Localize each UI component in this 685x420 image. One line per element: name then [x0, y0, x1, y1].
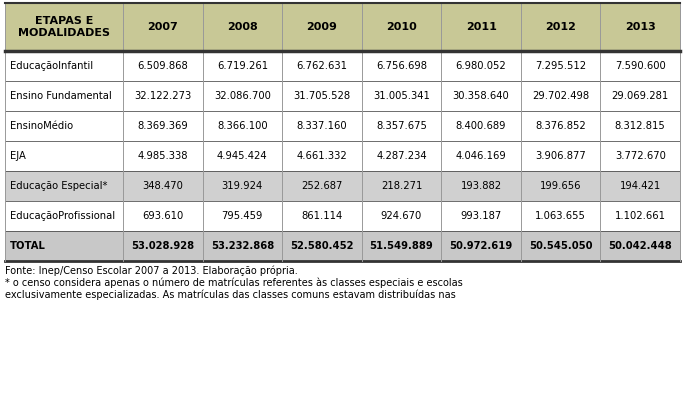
Text: 8.337.160: 8.337.160 — [297, 121, 347, 131]
Bar — [5, 201, 680, 231]
Text: Educação Especial*: Educação Especial* — [10, 181, 108, 191]
Text: 29.069.281: 29.069.281 — [612, 91, 669, 101]
Text: EducaçãoInfantil: EducaçãoInfantil — [10, 61, 93, 71]
Text: 348.470: 348.470 — [142, 181, 183, 191]
Text: 2009: 2009 — [306, 22, 338, 32]
Text: 6.719.261: 6.719.261 — [216, 61, 268, 71]
Text: 252.687: 252.687 — [301, 181, 342, 191]
Text: 7.590.600: 7.590.600 — [615, 61, 666, 71]
Text: 795.459: 795.459 — [222, 211, 263, 221]
Text: 53.232.868: 53.232.868 — [211, 241, 274, 251]
Text: 8.369.369: 8.369.369 — [138, 121, 188, 131]
Text: 924.670: 924.670 — [381, 211, 422, 221]
Text: 319.924: 319.924 — [222, 181, 263, 191]
Text: 4.287.234: 4.287.234 — [376, 151, 427, 161]
Bar — [5, 231, 680, 261]
Text: 693.610: 693.610 — [142, 211, 184, 221]
Text: 6.509.868: 6.509.868 — [138, 61, 188, 71]
Bar — [5, 51, 680, 81]
Text: 2008: 2008 — [227, 22, 258, 32]
Text: 193.882: 193.882 — [460, 181, 501, 191]
Text: 31.705.528: 31.705.528 — [293, 91, 351, 101]
Text: 8.357.675: 8.357.675 — [376, 121, 427, 131]
Text: 31.005.341: 31.005.341 — [373, 91, 430, 101]
Text: 30.358.640: 30.358.640 — [453, 91, 510, 101]
Text: 50.972.619: 50.972.619 — [449, 241, 512, 251]
Text: 8.400.689: 8.400.689 — [456, 121, 506, 131]
Text: 194.421: 194.421 — [620, 181, 661, 191]
Text: 4.945.424: 4.945.424 — [217, 151, 268, 161]
Text: 29.702.498: 29.702.498 — [532, 91, 589, 101]
Bar — [5, 171, 680, 201]
Text: 4.985.338: 4.985.338 — [138, 151, 188, 161]
Text: 2010: 2010 — [386, 22, 417, 32]
Text: 2012: 2012 — [545, 22, 576, 32]
Text: * o censo considera apenas o número de matrículas referentes às classes especiai: * o censo considera apenas o número de m… — [5, 277, 463, 288]
Text: 50.545.050: 50.545.050 — [529, 241, 593, 251]
Text: 1.063.655: 1.063.655 — [535, 211, 586, 221]
Bar — [5, 141, 680, 171]
Text: 6.980.052: 6.980.052 — [456, 61, 506, 71]
Text: 6.762.631: 6.762.631 — [297, 61, 347, 71]
Text: 3.906.877: 3.906.877 — [535, 151, 586, 161]
Text: 51.549.889: 51.549.889 — [370, 241, 434, 251]
Text: 1.102.661: 1.102.661 — [614, 211, 666, 221]
Text: 53.028.928: 53.028.928 — [132, 241, 195, 251]
Text: 2013: 2013 — [625, 22, 656, 32]
Text: EducaçãoProfissional: EducaçãoProfissional — [10, 211, 115, 221]
Text: Ensino Fundamental: Ensino Fundamental — [10, 91, 112, 101]
Text: 993.187: 993.187 — [460, 211, 501, 221]
Text: Fonte: Inep/Censo Escolar 2007 a 2013. Elaboração própria.: Fonte: Inep/Censo Escolar 2007 a 2013. E… — [5, 265, 298, 276]
Text: 8.312.815: 8.312.815 — [615, 121, 666, 131]
Bar — [5, 3, 680, 51]
Text: 8.376.852: 8.376.852 — [535, 121, 586, 131]
Text: 861.114: 861.114 — [301, 211, 342, 221]
Text: 52.580.452: 52.580.452 — [290, 241, 353, 251]
Text: 8.366.100: 8.366.100 — [217, 121, 268, 131]
Bar — [5, 111, 680, 141]
Text: 2011: 2011 — [466, 22, 497, 32]
Text: ETAPAS E
MODALIDADES: ETAPAS E MODALIDADES — [18, 16, 110, 38]
Text: TOTAL: TOTAL — [10, 241, 46, 251]
Bar — [5, 81, 680, 111]
Text: 50.042.448: 50.042.448 — [608, 241, 672, 251]
Text: exclusivamente especializadas. As matrículas das classes comuns estavam distribu: exclusivamente especializadas. As matríc… — [5, 289, 456, 299]
Text: 4.046.169: 4.046.169 — [456, 151, 506, 161]
Text: 7.295.512: 7.295.512 — [535, 61, 586, 71]
Text: 32.122.273: 32.122.273 — [134, 91, 191, 101]
Text: EJA: EJA — [10, 151, 26, 161]
Text: 32.086.700: 32.086.700 — [214, 91, 271, 101]
Text: 3.772.670: 3.772.670 — [614, 151, 666, 161]
Text: 218.271: 218.271 — [381, 181, 422, 191]
Text: 2007: 2007 — [147, 22, 178, 32]
Text: 6.756.698: 6.756.698 — [376, 61, 427, 71]
Text: 4.661.332: 4.661.332 — [297, 151, 347, 161]
Text: EnsinoMédio: EnsinoMédio — [10, 121, 73, 131]
Text: 199.656: 199.656 — [540, 181, 582, 191]
